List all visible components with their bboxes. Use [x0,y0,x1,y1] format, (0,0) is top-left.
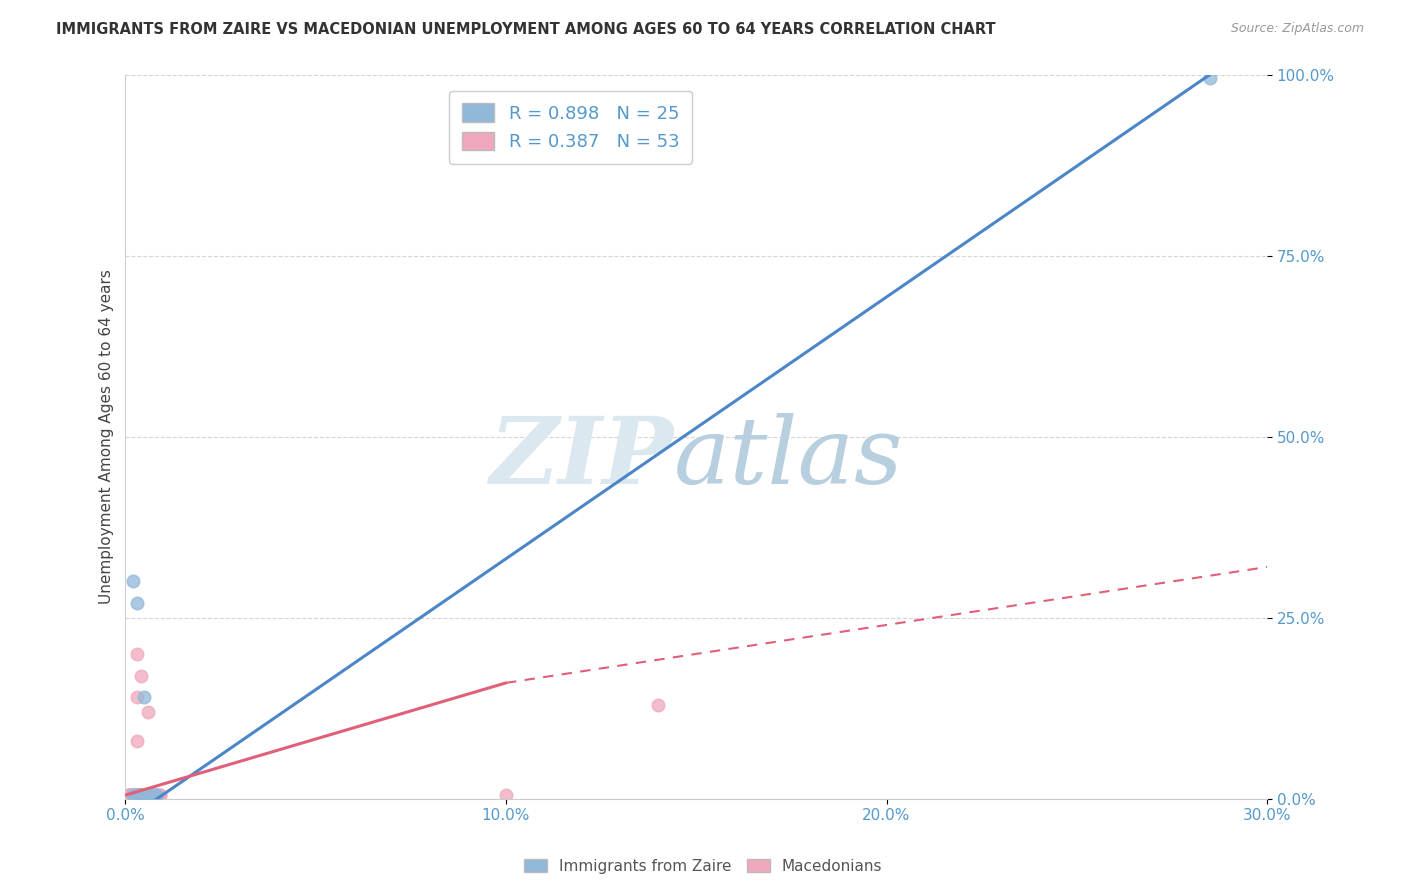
Point [122,788,145,802]
Point [125,788,148,802]
Point [122,788,145,802]
Point [125,788,148,802]
Text: atlas: atlas [673,413,903,503]
Point [134,690,156,705]
Point [125,734,148,748]
Point [125,788,148,802]
Text: ZIP: ZIP [489,413,673,503]
Point [136,788,159,802]
Point [134,788,156,802]
Point [122,788,145,802]
Point [125,647,148,661]
Point [145,788,167,802]
Legend: Immigrants from Zaire, Macedonians: Immigrants from Zaire, Macedonians [517,853,889,880]
Point [134,788,156,802]
Point [118,788,141,802]
Point [129,788,152,802]
Point [118,788,141,802]
Point [136,788,159,802]
Point [134,788,156,802]
Point [122,788,145,802]
Point [134,788,156,802]
Point [122,788,145,802]
Point [141,788,163,802]
Point [1199,71,1222,86]
Point [118,788,141,802]
Point [125,690,148,705]
Point [141,788,163,802]
Point [129,788,152,802]
Point [129,788,152,802]
Point [129,788,152,802]
Point [118,788,141,802]
Point [118,788,141,802]
Point [129,668,152,682]
Point [122,788,145,802]
Point [141,788,163,802]
Point [118,788,141,802]
Point [134,788,156,802]
Point [129,788,152,802]
Point [149,788,172,802]
Point [129,788,152,802]
Point [122,788,145,802]
Point [118,788,141,802]
Point [141,788,163,802]
Point [122,574,145,589]
Point [141,788,163,802]
Point [129,788,152,802]
Point [125,788,148,802]
Point [136,788,159,802]
Text: Source: ZipAtlas.com: Source: ZipAtlas.com [1230,22,1364,36]
Point [122,788,145,802]
Point [118,788,141,802]
Y-axis label: Unemployment Among Ages 60 to 64 years: Unemployment Among Ages 60 to 64 years [100,269,114,604]
Point [134,788,156,802]
Point [134,788,156,802]
Point [125,596,148,610]
Point [149,788,172,802]
Text: IMMIGRANTS FROM ZAIRE VS MACEDONIAN UNEMPLOYMENT AMONG AGES 60 TO 64 YEARS CORRE: IMMIGRANTS FROM ZAIRE VS MACEDONIAN UNEM… [56,22,995,37]
Point [134,788,156,802]
Point [145,788,167,802]
Point [125,788,148,802]
Point [129,788,152,802]
Point [125,788,148,802]
Point [122,788,145,802]
Point [118,788,141,802]
Point [136,788,159,802]
Legend: R = 0.898   N = 25, R = 0.387   N = 53: R = 0.898 N = 25, R = 0.387 N = 53 [450,91,692,164]
Point [125,788,148,802]
Point [125,788,148,802]
Point [129,788,152,802]
Point [122,788,145,802]
Point [125,788,148,802]
Point [136,788,159,802]
Point [495,788,517,802]
Point [647,698,669,712]
Point [141,788,163,802]
Point [134,788,156,802]
Point [129,788,152,802]
Point [136,705,159,719]
Point [136,788,159,802]
Point [145,788,167,802]
Point [122,788,145,802]
Point [118,788,141,802]
Point [145,788,167,802]
